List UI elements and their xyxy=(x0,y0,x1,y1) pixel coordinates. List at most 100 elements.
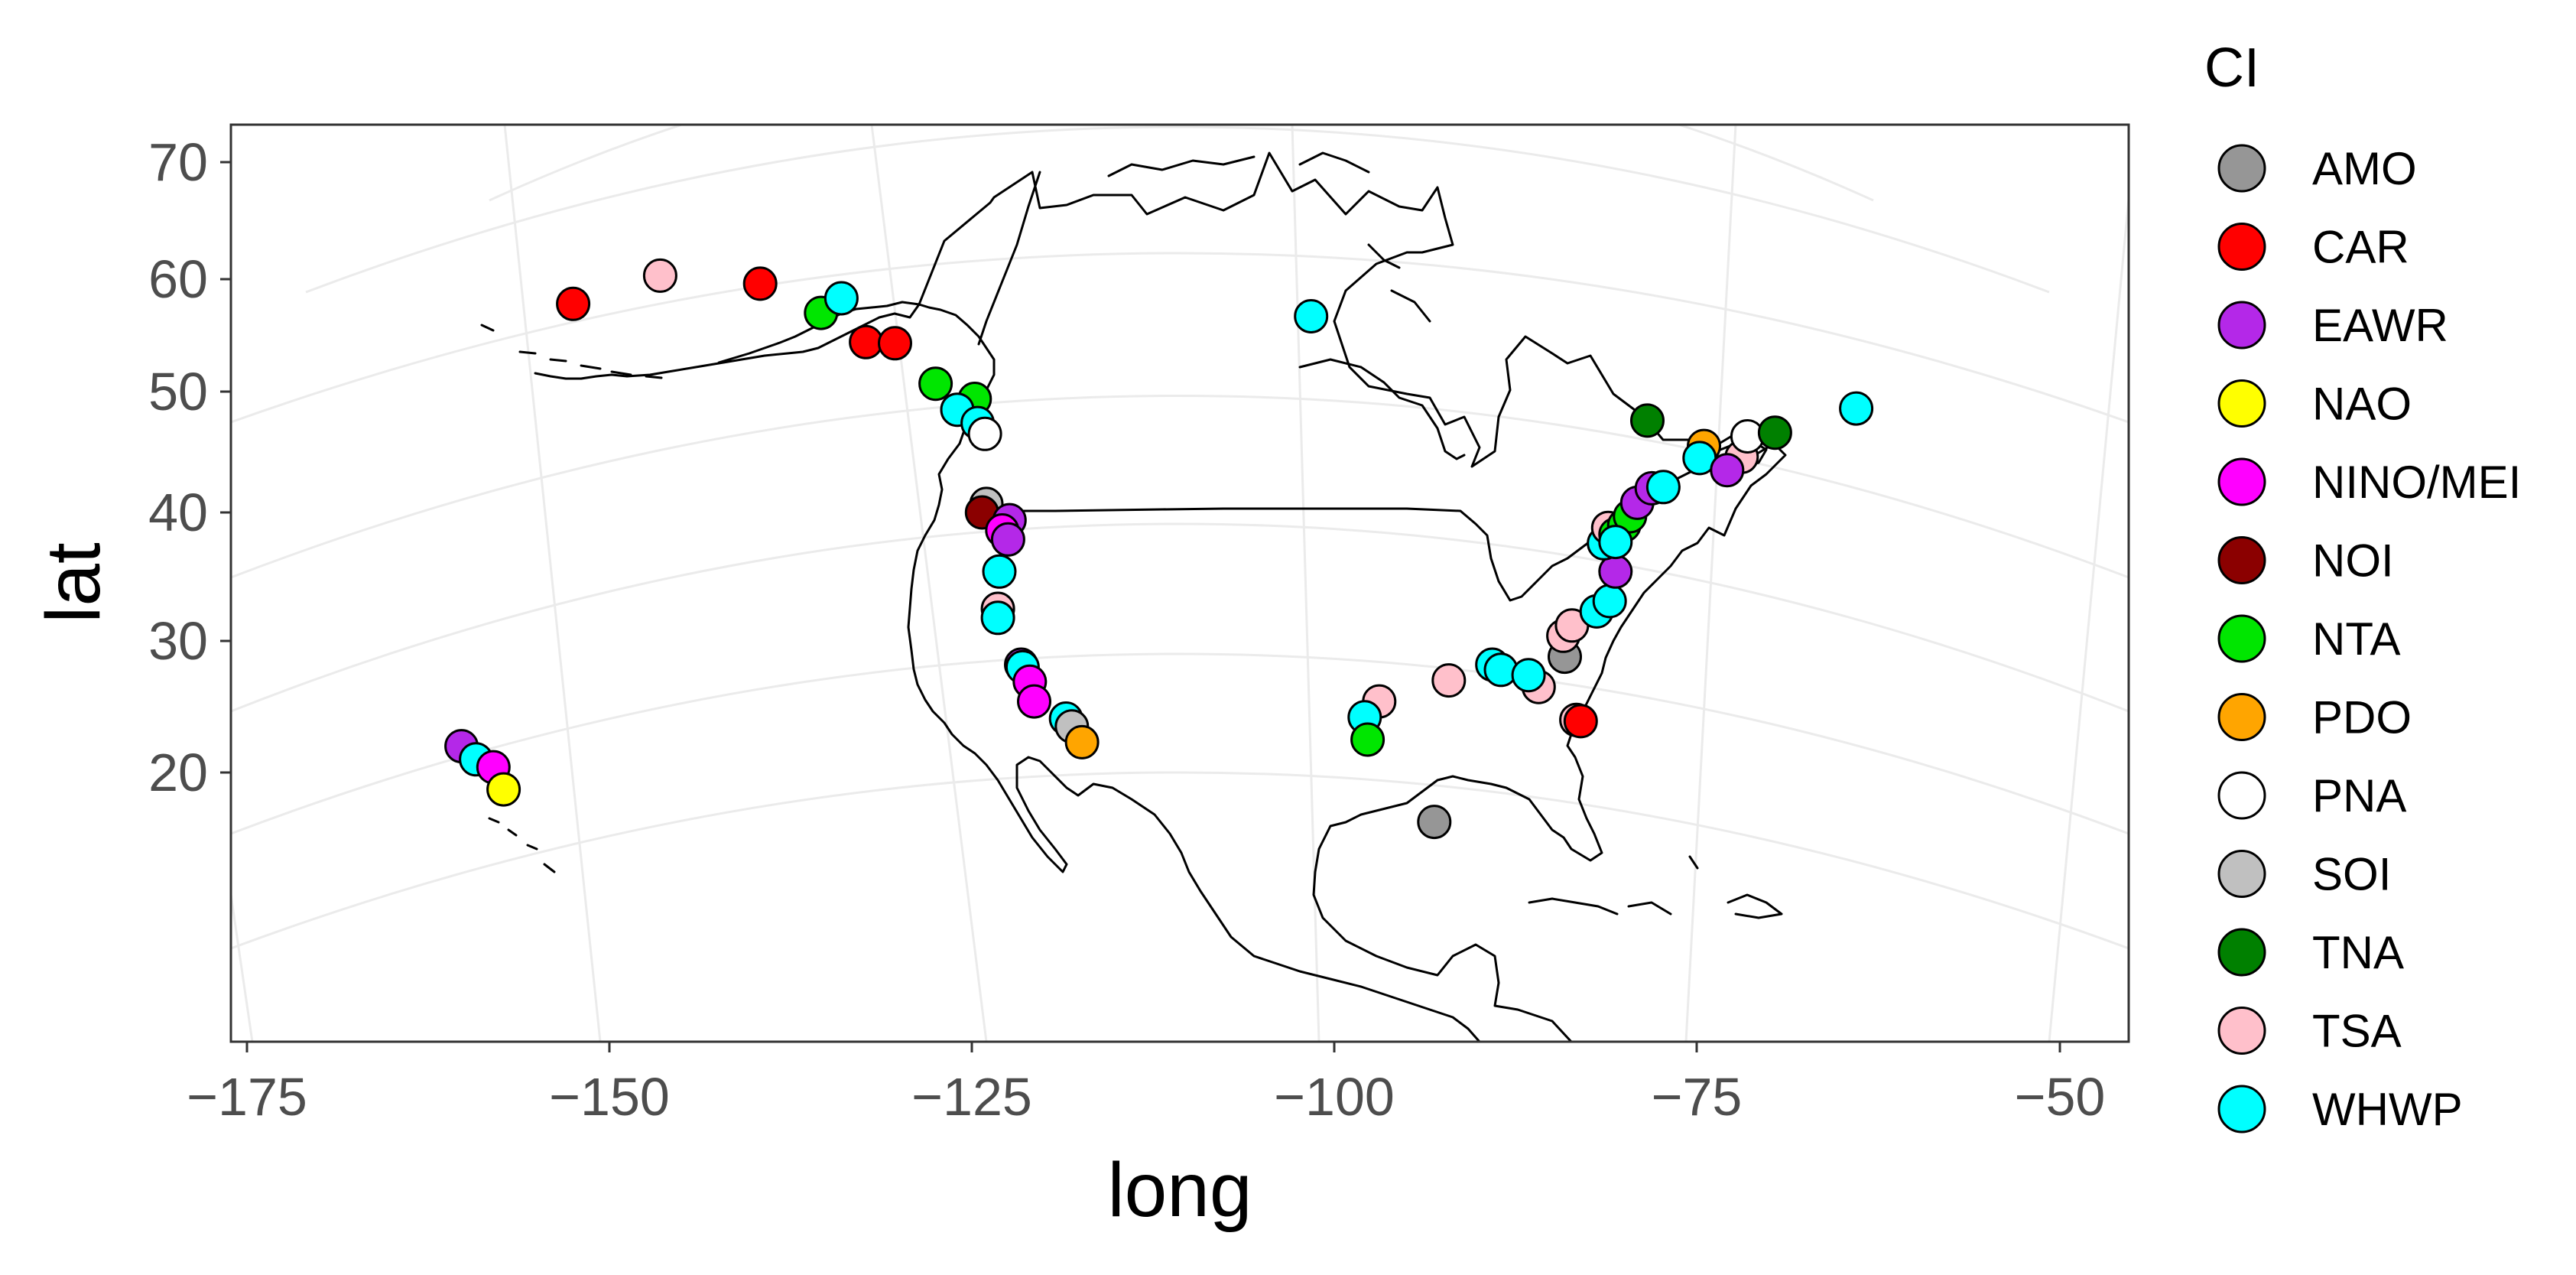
legend-item: EAWR xyxy=(2217,300,2448,351)
ci-point-tna xyxy=(1630,403,1665,438)
legend-key xyxy=(2217,771,2266,820)
ci-point-car xyxy=(1563,704,1598,739)
legend-item: TNA xyxy=(2217,927,2404,978)
ci-point-nta xyxy=(918,366,953,402)
y-axis-title: lat xyxy=(31,542,116,623)
y-tick-label: 20 xyxy=(148,743,208,802)
x-tick-label: −50 xyxy=(2015,1067,2106,1127)
legend-key xyxy=(2217,928,2266,977)
graticule-meridian-125 xyxy=(870,125,988,1042)
ci-points xyxy=(444,258,1874,840)
legend-key xyxy=(2217,457,2266,506)
ci-point-whwp xyxy=(1598,525,1633,560)
legend-label: NAO xyxy=(2312,379,2412,430)
ci-point-amo xyxy=(1417,805,1452,840)
graticule-parallel-10 xyxy=(231,771,2129,950)
legend-key xyxy=(2217,693,2266,741)
ci-point-whwp xyxy=(1592,584,1627,619)
ci-point-whwp xyxy=(1645,470,1681,505)
ci-point-tsa xyxy=(642,258,677,293)
legend-key xyxy=(2217,536,2266,584)
legend-label: AMO xyxy=(2312,143,2417,194)
y-axis: 70 60 50 40 30 20 lat xyxy=(31,132,231,802)
graticule-parallel-20 xyxy=(231,652,2129,835)
x-tick-label: −125 xyxy=(911,1067,1032,1127)
legend-label: TNA xyxy=(2312,927,2404,978)
panel-border xyxy=(229,123,2130,1043)
y-tick-label: 60 xyxy=(148,249,208,309)
legend-title: CI xyxy=(2204,37,2259,99)
legend-item: NINO/MEI xyxy=(2217,457,2521,508)
ci-point-whwp xyxy=(982,554,1017,589)
ci-point-whwp xyxy=(1839,391,1874,426)
coastline-hudson-bay xyxy=(1298,358,1466,460)
x-tick-label: −175 xyxy=(187,1067,307,1127)
legend-label: SOI xyxy=(2312,849,2391,900)
legend-key xyxy=(2217,1085,2266,1134)
coastline-aleutian-islands xyxy=(480,324,663,379)
map-panel xyxy=(229,123,2130,1043)
legend-key xyxy=(2217,301,2266,350)
legend-item: AMO xyxy=(2217,143,2417,194)
legend-label: NOI xyxy=(2312,535,2394,587)
graticule xyxy=(231,125,2129,1042)
legend-label: PNA xyxy=(2312,770,2406,821)
legend-key xyxy=(2217,223,2266,271)
coastline-arctic-islands xyxy=(1107,151,1431,323)
legend: CI AMO CAR EAWR NAO NINO/MEI NOI NTA PDO PNA SOI T… xyxy=(2204,37,2521,1135)
ci-point-pna xyxy=(967,416,1002,451)
legend-item: PNA xyxy=(2217,770,2406,821)
ci-point-nta xyxy=(1350,722,1385,757)
legend-item: SOI xyxy=(2217,849,2391,900)
legend-key xyxy=(2217,614,2266,663)
ci-point-whwp xyxy=(1511,658,1546,693)
graticule-parallel-30 xyxy=(231,522,2129,713)
legend-label: PDO xyxy=(2312,692,2412,743)
legend-item: NAO xyxy=(2217,379,2412,430)
legend-item: CAR xyxy=(2217,222,2409,273)
legend-label: CAR xyxy=(2312,222,2409,273)
legend-item: NTA xyxy=(2217,613,2401,665)
ci-point-whwp xyxy=(823,281,859,316)
legend-label: TSA xyxy=(2312,1006,2402,1057)
y-tick-label: 40 xyxy=(148,483,208,542)
ci-point-whwp xyxy=(1294,299,1329,333)
legend-item: NOI xyxy=(2217,535,2394,587)
legend-label: NTA xyxy=(2312,613,2401,665)
coastline-hawaii xyxy=(488,817,556,873)
y-tick-label: 70 xyxy=(148,132,208,192)
ci-point-pdo xyxy=(1064,724,1100,759)
ci-point-nao xyxy=(486,772,521,807)
graticule-meridian-175 xyxy=(231,894,254,1042)
legend-item: PDO xyxy=(2217,692,2412,743)
legend-key xyxy=(2217,850,2266,898)
x-tick-label: −100 xyxy=(1274,1067,1395,1127)
ci-point-eawr xyxy=(1710,453,1745,488)
graticule-parallel-60 xyxy=(305,125,2050,294)
legend-item: WHWP xyxy=(2217,1084,2463,1135)
graticule-parallel-40 xyxy=(231,395,2129,579)
ci-point-car xyxy=(878,326,912,361)
x-tick-label: −75 xyxy=(1652,1067,1743,1127)
legend-label: EAWR xyxy=(2312,300,2448,351)
ci-point-tna xyxy=(1757,415,1792,450)
ci-point-eawr xyxy=(990,522,1025,557)
legend-items: AMO CAR EAWR NAO NINO/MEI NOI NTA PDO PNA SOI TNA T… xyxy=(2217,143,2521,1135)
x-axis: −175 −150 −125 −100 −75 −50 long xyxy=(187,1042,2105,1233)
panel-background xyxy=(231,125,2129,1042)
ci-point-tsa xyxy=(1431,663,1467,698)
legend-item: TSA xyxy=(2217,1006,2402,1057)
coastline-caribbean xyxy=(1528,855,1783,919)
ci-point-whwp xyxy=(980,600,1015,636)
legend-key xyxy=(2217,379,2266,428)
ci-point-nino-mei xyxy=(1017,684,1051,719)
ci-point-car xyxy=(742,266,778,301)
ci-point-car xyxy=(849,324,884,359)
y-tick-label: 30 xyxy=(148,611,208,671)
y-tick-label: 50 xyxy=(148,362,208,421)
graticule-meridian-150 xyxy=(503,125,602,1042)
x-tick-label: −150 xyxy=(549,1067,670,1127)
legend-label: WHWP xyxy=(2312,1084,2463,1135)
x-axis-title: long xyxy=(1107,1147,1252,1233)
